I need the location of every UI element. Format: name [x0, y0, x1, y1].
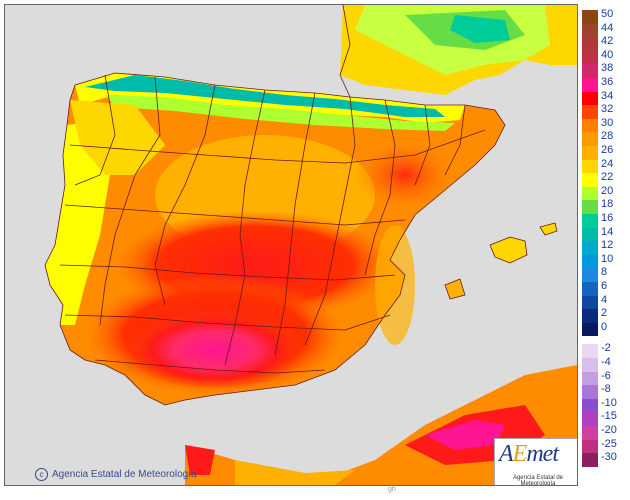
- legend-label-positive-5: 36: [601, 76, 614, 88]
- legend-label-positive-16: 14: [601, 225, 614, 238]
- atlas-very-hot: [425, 420, 505, 450]
- legend-label-positive-7: 32: [601, 103, 614, 116]
- france-cold-patch: [450, 15, 510, 43]
- legend-swatch-positive-10: [582, 146, 598, 160]
- legend-swatch-negative-2: [582, 371, 598, 386]
- legend-label-positive-12: 22: [601, 171, 614, 184]
- legend-label-positive-19: 8: [601, 266, 608, 279]
- legend-swatch-positive-23: [582, 322, 598, 337]
- legend-swatch-positive-17: [582, 241, 598, 255]
- legend-label-positive-0: 50: [601, 8, 614, 20]
- balearic-ibiza: [445, 279, 465, 299]
- logo-letter-e: E: [512, 441, 528, 467]
- legend-swatch-positive-21: [582, 295, 598, 310]
- credit-text: Agencia Estatal de Meteorología: [52, 469, 197, 480]
- legend-label-positive-9: 28: [601, 130, 614, 143]
- guadalquivir-very-hot: [125, 310, 305, 390]
- legend-swatch-positive-6: [582, 91, 598, 106]
- legend-label-positive-11: 24: [601, 157, 614, 170]
- legend-swatch-positive-5: [582, 78, 598, 92]
- legend-swatch-positive-1: [582, 23, 598, 38]
- north-coast-green: [105, 95, 455, 131]
- legend-swatch-positive-3: [582, 50, 598, 65]
- credit-label: c Agencia Estatal de Meteorología: [35, 468, 197, 481]
- bottom-mark: gh: [388, 486, 396, 493]
- legend-label-positive-15: 16: [601, 212, 614, 224]
- legend-swatch-negative-6: [582, 426, 598, 440]
- legend-swatch-positive-12: [582, 173, 598, 187]
- legend-swatch-positive-2: [582, 37, 598, 51]
- legend-label-positive-8: 30: [601, 116, 614, 129]
- legend-swatch-positive-22: [582, 309, 598, 323]
- legend-label-negative-8: -30: [601, 451, 617, 464]
- legend-label-positive-20: 6: [601, 280, 608, 292]
- legend-label-positive-13: 20: [601, 184, 614, 197]
- legend-label-negative-0: -2: [601, 342, 611, 355]
- logo-subtitle: Agencia Estatal de Meteorología: [512, 475, 564, 486]
- legend-swatch-negative-0: [582, 344, 598, 358]
- legend-swatch-positive-9: [582, 132, 598, 146]
- legend-label-negative-5: -15: [601, 410, 617, 423]
- temperature-legend: 50 44 42 40 38 36 34 32 30 28 26 24 22 20 18 16 14 12 10 8 6…: [582, 8, 628, 494]
- legend-swatch-positive-0: [582, 10, 598, 24]
- copyright-icon: c: [35, 468, 48, 481]
- legend-label-positive-14: 18: [601, 198, 614, 211]
- legend-label-positive-2: 42: [601, 35, 614, 48]
- legend-label-positive-18: 10: [601, 252, 614, 265]
- ebro-hot: [355, 140, 455, 210]
- northwest-mild: [70, 100, 165, 175]
- legend-label-positive-22: 2: [601, 307, 608, 320]
- legend-label-negative-3: -8: [601, 383, 611, 396]
- east-coast-mild: [375, 225, 415, 345]
- legend-swatch-positive-4: [582, 64, 598, 78]
- legend-label-negative-6: -20: [601, 424, 617, 436]
- legend-swatch-negative-8: [582, 453, 598, 467]
- logo-letter-a: A: [499, 441, 514, 467]
- map-canvas: [44, 5, 577, 485]
- africa-mild: [235, 460, 355, 485]
- legend-swatch-positive-15: [582, 214, 598, 228]
- legend-swatch-negative-5: [582, 412, 598, 426]
- aemet-logo: AEmet Agencia Estatal de Meteorología: [494, 438, 577, 486]
- africa-west-hot: [185, 445, 215, 475]
- balearic-mallorca: [490, 237, 527, 263]
- legend-label-positive-17: 12: [601, 239, 614, 252]
- legend-label-positive-4: 38: [601, 62, 614, 75]
- legend-label-positive-10: 26: [601, 144, 614, 156]
- legend-label-positive-1: 44: [601, 21, 614, 34]
- legend-swatch-positive-18: [582, 254, 598, 269]
- legend-swatch-negative-1: [582, 358, 598, 372]
- legend-label-positive-23: 0: [601, 320, 608, 333]
- north-coast-teal: [85, 75, 445, 117]
- legend-swatch-positive-14: [582, 200, 598, 214]
- legend-label-positive-6: 34: [601, 89, 614, 102]
- legend-swatch-positive-8: [582, 118, 598, 133]
- legend-swatch-negative-3: [582, 385, 598, 399]
- legend-label-positive-21: 4: [601, 293, 608, 306]
- temperature-map: c Agencia Estatal de Meteorología AEmet …: [4, 4, 578, 486]
- legend-swatch-positive-13: [582, 186, 598, 201]
- legend-label-negative-2: -6: [601, 369, 611, 382]
- legend-label-negative-1: -4: [601, 356, 611, 368]
- legend-label-negative-4: -10: [601, 396, 617, 409]
- west-coast-mild: [45, 120, 110, 325]
- legend-swatch-negative-7: [582, 439, 598, 454]
- logo-letters-met: met: [526, 441, 559, 467]
- legend-swatch-positive-16: [582, 227, 598, 242]
- legend-swatch-positive-7: [582, 105, 598, 119]
- legend-label-positive-3: 40: [601, 48, 614, 61]
- legend-swatch-negative-4: [582, 398, 598, 413]
- province-borders: [44, 5, 558, 406]
- legend-label-negative-7: -25: [601, 437, 617, 450]
- legend-swatch-positive-20: [582, 282, 598, 296]
- legend-swatch-positive-11: [582, 159, 598, 174]
- logo-wordmark: AEmet: [499, 441, 559, 468]
- legend-swatch-positive-19: [582, 268, 598, 282]
